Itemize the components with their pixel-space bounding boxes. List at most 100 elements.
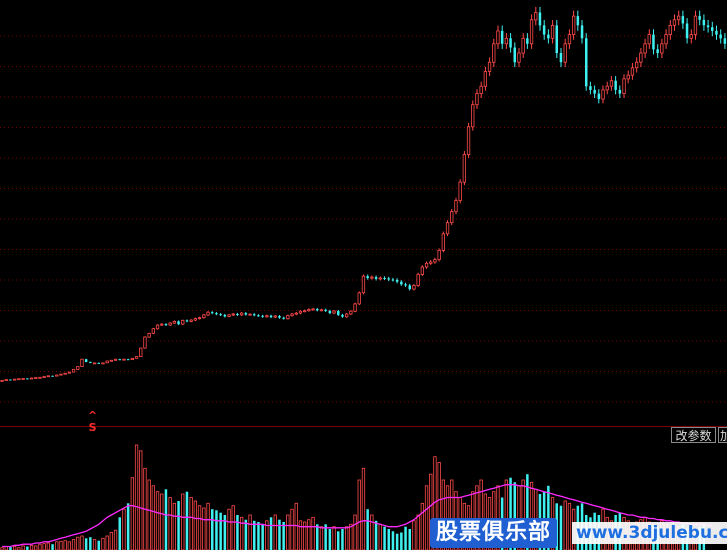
candle-up — [319, 309, 324, 312]
volume-bar — [80, 535, 84, 550]
candle-up — [34, 377, 38, 380]
volume-bar — [437, 462, 441, 550]
volume-bar — [319, 526, 324, 550]
candle-up — [622, 78, 626, 95]
candle-down — [542, 25, 546, 35]
volume-bar — [387, 529, 390, 550]
volume-bar — [526, 474, 529, 550]
candle-up — [668, 24, 672, 35]
candle-up — [412, 284, 416, 290]
volume-bar — [307, 519, 311, 550]
volume-bar — [290, 508, 294, 550]
candle-up — [441, 233, 446, 251]
candle-up — [38, 376, 42, 379]
candle-up — [168, 322, 172, 326]
candle-up — [29, 377, 34, 380]
candle-down — [219, 314, 222, 316]
volume-bar — [197, 505, 202, 550]
signal-caret-icon: ^ — [88, 409, 98, 422]
candle-down — [316, 309, 319, 311]
volume-bar — [370, 514, 374, 550]
candle-up — [59, 373, 63, 376]
volume-bar — [353, 514, 357, 550]
volume-bar — [383, 526, 386, 550]
volume-bar — [547, 485, 550, 550]
candle-down — [593, 89, 596, 94]
candle-up — [4, 379, 8, 381]
candle-down — [500, 30, 504, 44]
candle-up — [458, 181, 462, 201]
volume-bar — [164, 489, 168, 550]
candle-up — [101, 362, 105, 365]
candle-up — [563, 43, 567, 63]
candle-up — [290, 313, 294, 317]
candle-down — [698, 16, 701, 20]
candle-down — [408, 285, 411, 290]
volume-bar — [101, 537, 105, 550]
candle-down — [576, 16, 580, 26]
candle-up — [76, 366, 80, 370]
candle-up — [643, 43, 647, 54]
candle-up — [361, 275, 366, 294]
candle-up — [353, 303, 357, 312]
volume-bar — [479, 479, 483, 550]
volume-bar — [248, 514, 252, 550]
candle-down — [547, 34, 550, 39]
volume-bar — [84, 538, 88, 550]
candle-up — [454, 200, 458, 213]
volume-bar — [261, 524, 264, 550]
candle-down — [618, 89, 622, 94]
volume-bar — [344, 526, 349, 550]
candle-up — [105, 360, 109, 364]
volume-bar — [46, 542, 50, 550]
candle-down — [337, 311, 340, 315]
candle-up — [147, 332, 151, 338]
candle-up — [357, 292, 361, 305]
candle-down — [706, 25, 710, 28]
candle-down — [324, 309, 327, 311]
volume-bar — [244, 519, 248, 550]
candle-down — [257, 315, 260, 317]
volume-bar — [71, 539, 76, 550]
volume-bar — [223, 515, 227, 550]
candle-down — [656, 49, 659, 53]
candle-up — [302, 310, 307, 313]
volume-bar — [316, 524, 319, 550]
volume-bar — [21, 545, 25, 550]
volume-bar — [38, 543, 42, 550]
candle-up — [517, 52, 521, 63]
volume-bar — [42, 543, 46, 550]
candle-up — [67, 371, 71, 374]
watermark-url[interactable]: www.3djulebu.com — [572, 522, 727, 544]
volume-bar — [504, 479, 509, 550]
volume-bar — [109, 532, 113, 550]
volume-bar — [9, 547, 12, 550]
candle-down — [51, 375, 54, 377]
candle-up — [664, 34, 668, 45]
candle-up — [55, 374, 59, 377]
candle-up — [92, 362, 97, 365]
candle-up — [46, 375, 50, 378]
candle-up — [172, 320, 177, 324]
volume-bar — [273, 514, 277, 550]
volume-bar — [278, 519, 281, 550]
candle-up — [113, 358, 118, 361]
candle-down — [126, 359, 130, 361]
volume-bar — [89, 537, 92, 550]
add-indicator-button[interactable]: 加 — [718, 427, 727, 443]
volume-bar — [400, 532, 403, 550]
candle-up — [307, 308, 311, 312]
volume-bar — [239, 516, 244, 550]
candle-down — [685, 23, 689, 39]
candle-up — [181, 319, 185, 325]
candle-up — [12, 378, 17, 381]
volume-bar — [357, 479, 361, 550]
change-params-button[interactable]: 改参数 — [671, 427, 716, 443]
candle-down — [118, 359, 121, 361]
candle-down — [328, 310, 332, 314]
candle-up — [344, 313, 349, 318]
candle-up — [197, 317, 202, 320]
candle-up — [635, 61, 639, 69]
candle-up — [639, 52, 643, 63]
candle-up — [529, 19, 534, 45]
